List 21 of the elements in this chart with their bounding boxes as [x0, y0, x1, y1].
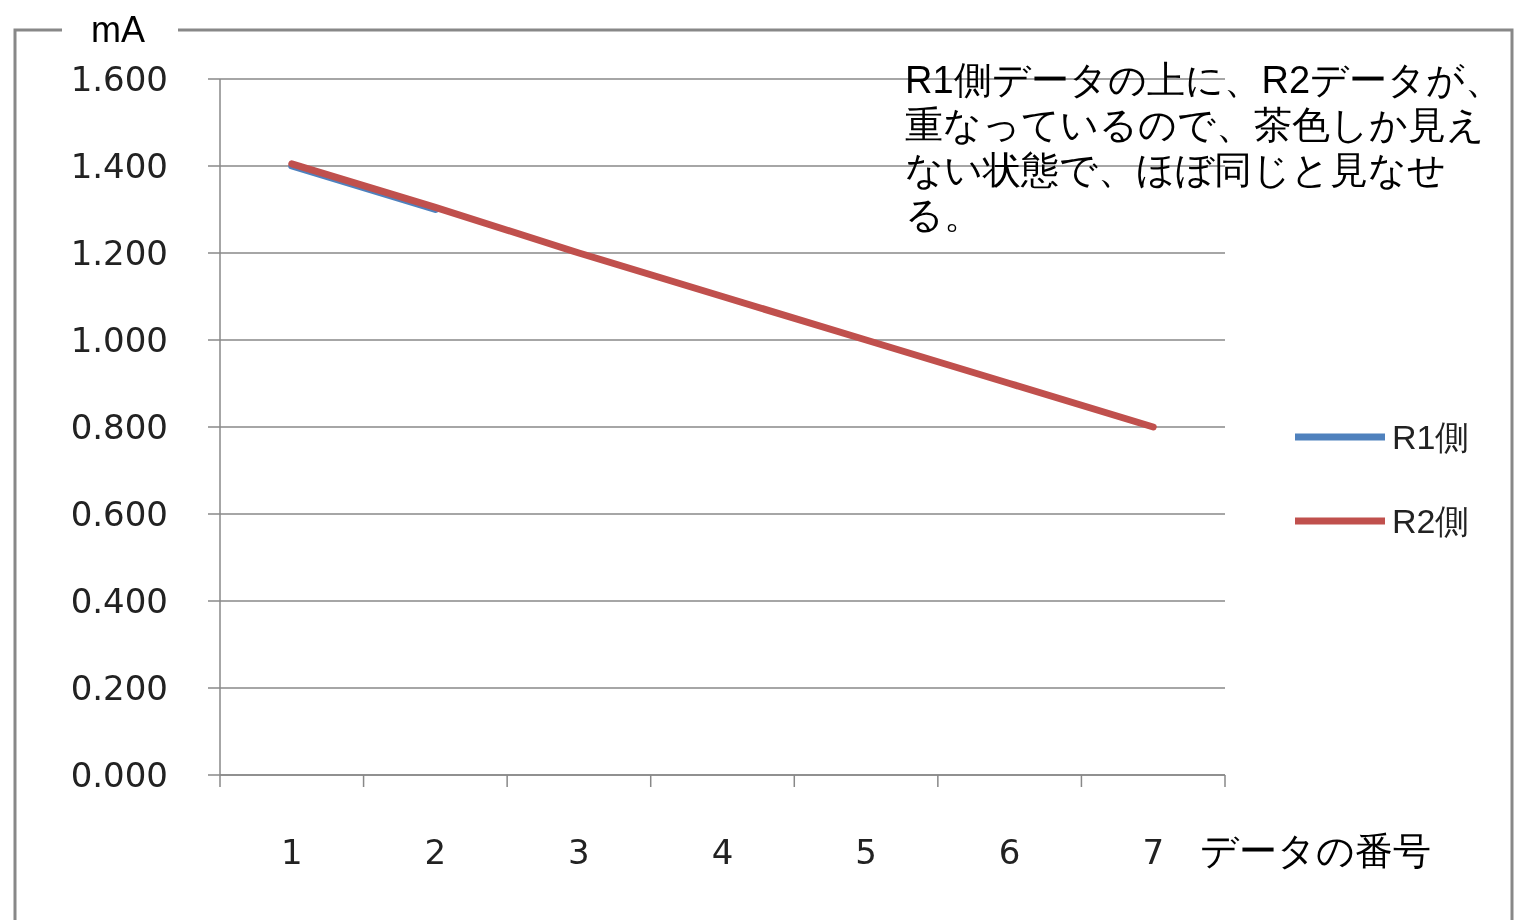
x-tick-label: 7: [1142, 832, 1165, 872]
y-tick-label: 1.000: [70, 320, 168, 360]
y-tick-label: 0.600: [70, 494, 168, 534]
y-tick-label: 1.200: [70, 233, 168, 273]
y-tick-label: 0.400: [70, 581, 168, 621]
y-tick-label: 0.000: [70, 755, 168, 795]
x-tick-label: 4: [711, 832, 734, 872]
x-tick-label: 5: [855, 832, 877, 872]
x-tick-label: 2: [424, 832, 447, 872]
y-tick-label: 0.800: [70, 407, 168, 447]
y-tick-label: 1.400: [70, 146, 168, 186]
y-tick-label: 0.200: [70, 668, 168, 708]
x-tick-label: 1: [280, 832, 303, 872]
x-tick-label: 3: [568, 832, 590, 872]
x-axis-title: データの番号: [1200, 830, 1431, 872]
x-tick-label: 6: [998, 832, 1021, 872]
y-axis-title: mA: [91, 9, 145, 50]
legend-label: R2側: [1392, 502, 1470, 540]
annotation: R1側データの上に、R2データが、重なっているので、茶色しか見えない状態で、ほぼ同じと見なせる。: [905, 58, 1505, 238]
legend-label: R1側: [1392, 418, 1470, 456]
y-tick-label: 1.600: [70, 59, 168, 99]
